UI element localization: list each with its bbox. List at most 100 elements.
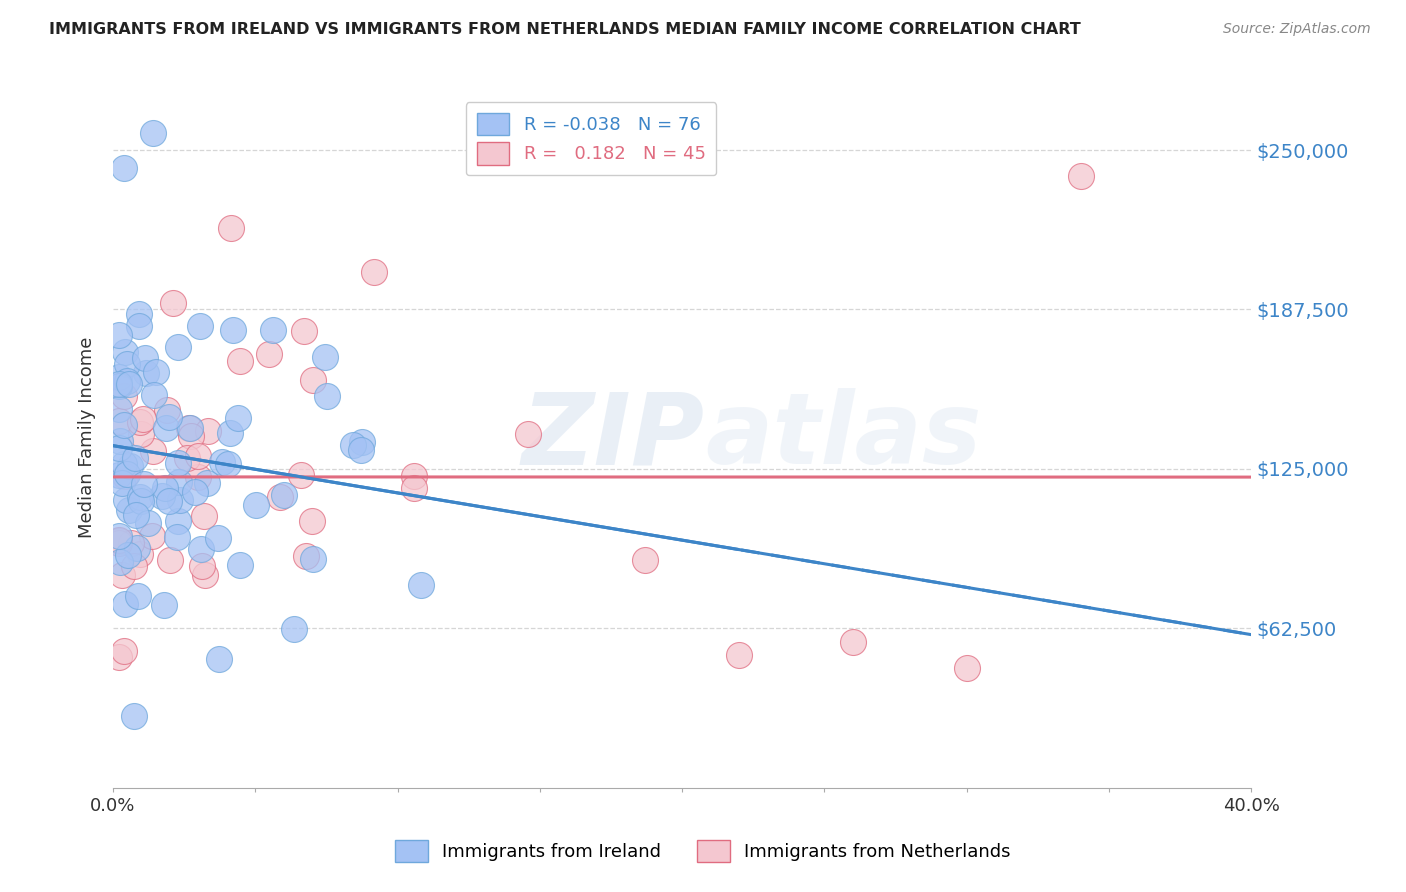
Text: ZIP: ZIP [522, 388, 704, 485]
Point [110, 434, 132, 448]
Point [342, 438, 364, 452]
Point [153, 598, 176, 612]
Point [208, 652, 231, 666]
Point [176, 451, 198, 466]
Point [956, 661, 979, 675]
Point [269, 491, 291, 505]
Point [107, 528, 129, 542]
Point [166, 530, 188, 544]
Text: atlas: atlas [704, 388, 981, 485]
Point [117, 548, 139, 562]
Point [107, 414, 129, 428]
Point [194, 568, 217, 582]
Point [112, 418, 135, 433]
Point [166, 456, 188, 470]
Text: Source: ZipAtlas.com: Source: ZipAtlas.com [1223, 22, 1371, 37]
Point [283, 622, 305, 636]
Point [211, 454, 233, 468]
Point [155, 420, 177, 434]
Point [517, 426, 540, 441]
Point [112, 457, 135, 471]
Point [411, 578, 433, 592]
Point [142, 444, 165, 458]
Point [245, 498, 267, 512]
Point [156, 403, 179, 417]
Y-axis label: Median Family Income: Median Family Income [79, 336, 96, 538]
Point [128, 319, 150, 334]
Point [229, 558, 252, 572]
Point [107, 379, 129, 393]
Point [108, 555, 131, 569]
Point [169, 475, 191, 489]
Point [157, 494, 180, 508]
Point [190, 542, 212, 557]
Point [314, 350, 336, 364]
Point [143, 387, 166, 401]
Point [128, 307, 150, 321]
Point [187, 449, 209, 463]
Point [294, 549, 316, 564]
Point [157, 409, 180, 424]
Point [402, 482, 425, 496]
Point [217, 458, 239, 472]
Point [112, 161, 135, 175]
Legend: R = -0.038   N = 76, R =   0.182   N = 45: R = -0.038 N = 76, R = 0.182 N = 45 [465, 103, 717, 176]
Point [134, 351, 156, 366]
Point [159, 553, 181, 567]
Point [114, 468, 136, 483]
Point [316, 389, 339, 403]
Text: IMMIGRANTS FROM IRELAND VS IMMIGRANTS FROM NETHERLANDS MEDIAN FAMILY INCOME CORR: IMMIGRANTS FROM IRELAND VS IMMIGRANTS FR… [49, 22, 1081, 37]
Point [728, 648, 751, 662]
Point [229, 354, 252, 368]
Point [195, 475, 218, 490]
Point [127, 541, 149, 555]
Point [222, 323, 245, 337]
Point [117, 467, 139, 482]
Point [129, 494, 152, 508]
Point [132, 412, 155, 426]
Point [184, 484, 207, 499]
Point [1070, 169, 1092, 183]
Point [259, 347, 281, 361]
Point [118, 376, 141, 391]
Point [262, 323, 284, 337]
Legend: Immigrants from Ireland, Immigrants from Netherlands: Immigrants from Ireland, Immigrants from… [388, 833, 1018, 870]
Point [114, 597, 136, 611]
Point [134, 477, 156, 491]
Point [120, 535, 142, 549]
Point [197, 424, 219, 438]
Point [352, 434, 374, 449]
Point [273, 488, 295, 502]
Point [363, 265, 385, 279]
Point [153, 482, 176, 496]
Point [107, 441, 129, 455]
Point [129, 547, 152, 561]
Point [107, 370, 129, 384]
Point [207, 531, 229, 545]
Point [162, 296, 184, 310]
Point [124, 451, 146, 466]
Point [145, 366, 167, 380]
Point [128, 491, 150, 505]
Point [292, 324, 315, 338]
Point [112, 389, 135, 403]
Point [115, 357, 138, 371]
Point [169, 492, 191, 507]
Point [107, 650, 129, 665]
Point [117, 375, 139, 389]
Point [301, 552, 323, 566]
Point [167, 340, 190, 354]
Point [842, 635, 865, 649]
Point [111, 567, 134, 582]
Point [150, 489, 173, 503]
Point [114, 344, 136, 359]
Point [301, 514, 323, 528]
Point [107, 376, 129, 391]
Point [290, 468, 312, 483]
Point [167, 515, 190, 529]
Point [112, 644, 135, 658]
Point [142, 126, 165, 140]
Point [136, 516, 159, 531]
Point [187, 470, 209, 484]
Point [107, 468, 129, 483]
